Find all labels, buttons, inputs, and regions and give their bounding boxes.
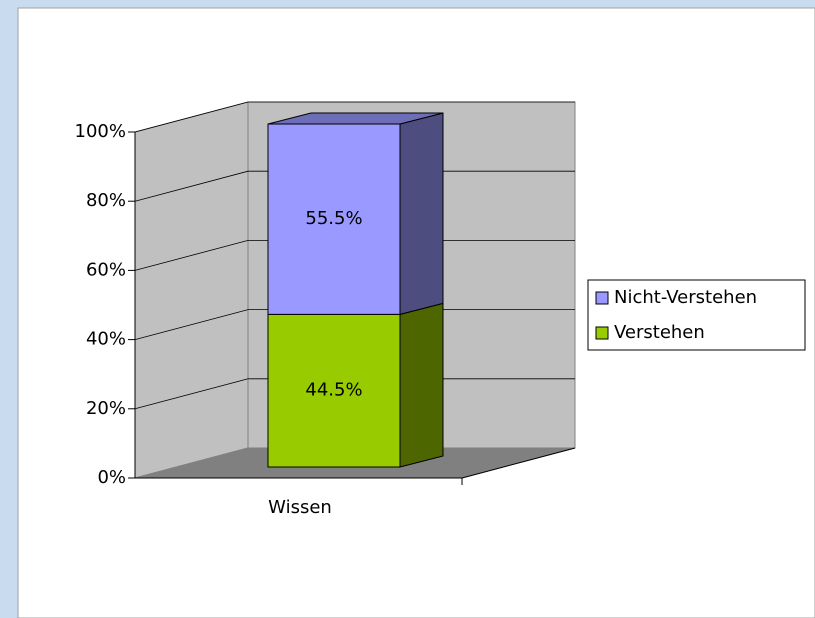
legend-label: Verstehen: [614, 322, 705, 343]
bar-top: [267, 112, 444, 125]
grid-line: [134, 378, 575, 410]
y-tick-label: 0%: [97, 467, 126, 488]
bar-side: [399, 112, 444, 316]
legend-swatch: [595, 326, 609, 340]
y-tick-label: 40%: [86, 329, 126, 350]
grid-line: [134, 309, 575, 340]
value-label: 55.5%: [305, 208, 362, 229]
y-tick-label: 60%: [86, 259, 126, 280]
grid-line: [134, 101, 575, 133]
bar: [267, 123, 401, 315]
value-label: 44.5%: [305, 380, 362, 401]
bar-side: [399, 302, 444, 468]
y-tick-label: 20%: [86, 398, 126, 419]
grid: [134, 101, 575, 410]
bar: [267, 313, 401, 468]
grid-line: [134, 170, 575, 202]
x-tick-label: Wissen: [268, 497, 332, 518]
bars: 44.5% 55.5%: [267, 112, 444, 468]
y-tick-label: 100%: [75, 121, 126, 142]
grid-line: [134, 239, 575, 271]
y-tick-label: 80%: [86, 190, 126, 211]
legend-swatch: [595, 291, 609, 305]
legend-label: Nicht-Verstehen: [614, 287, 757, 308]
legend-items: Verstehen Nicht-Verstehen: [595, 287, 757, 343]
legend: [587, 279, 806, 351]
side-wall: [134, 101, 249, 479]
